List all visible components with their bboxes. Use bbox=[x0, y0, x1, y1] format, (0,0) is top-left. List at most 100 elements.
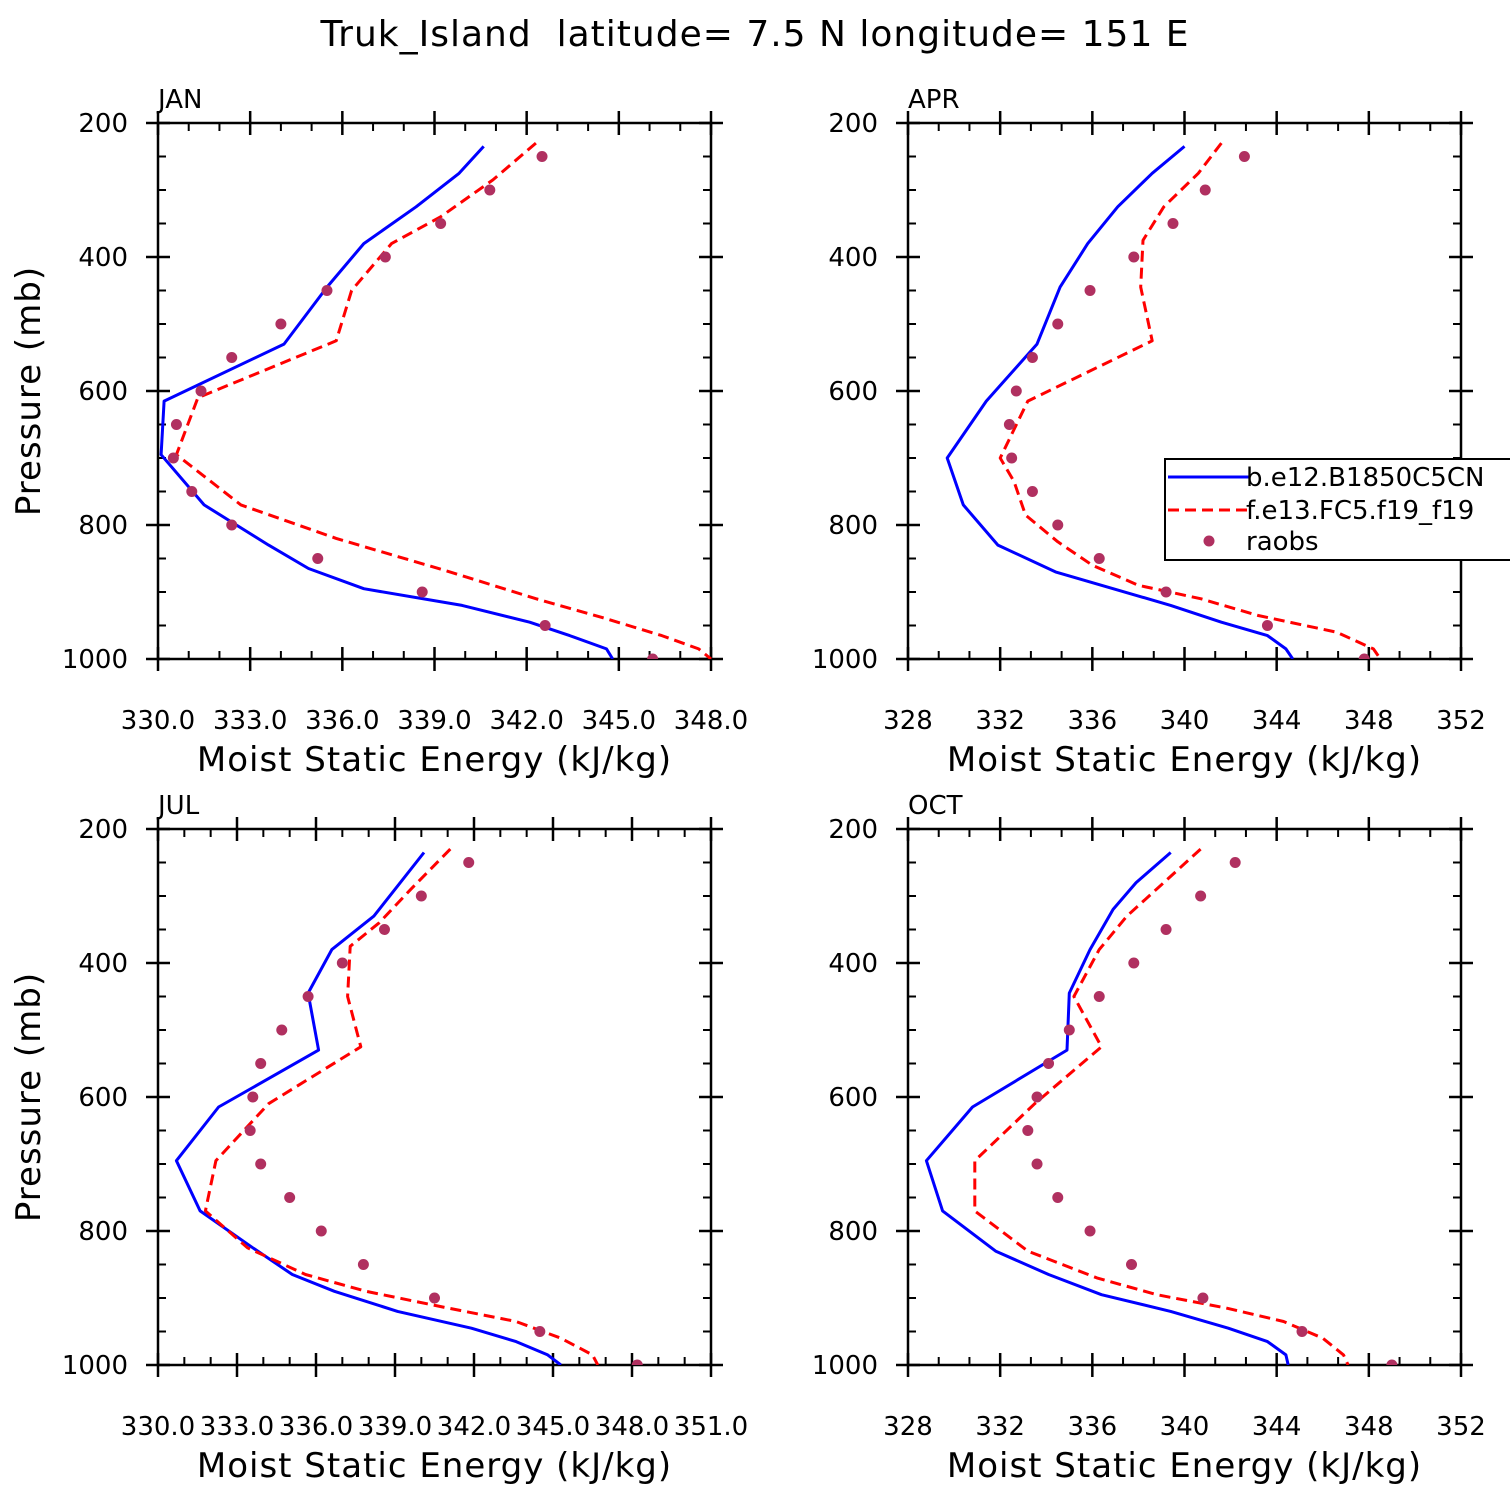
raobs-point bbox=[539, 620, 551, 631]
y-tick-label: 400 bbox=[78, 243, 128, 273]
raobs-point bbox=[1199, 184, 1211, 196]
raobs-point bbox=[1026, 486, 1038, 497]
panel-label: OCT bbox=[908, 791, 963, 821]
x-axis-label: Moist Static Energy (kJ/kg) bbox=[197, 740, 672, 780]
raobs-point bbox=[1197, 1292, 1209, 1304]
panel-label: APR bbox=[908, 85, 960, 115]
model-dashed-line-1 bbox=[998, 142, 1382, 659]
x-tick-label: 344 bbox=[1252, 706, 1302, 736]
raobs-point bbox=[536, 151, 548, 162]
raobs-point bbox=[631, 1359, 643, 1365]
y-tick-label: 200 bbox=[828, 815, 878, 845]
raobs-point bbox=[321, 285, 333, 296]
y-tick-label: 1000 bbox=[62, 1351, 128, 1381]
series-group bbox=[174, 848, 643, 1365]
raobs-point bbox=[336, 957, 348, 969]
raobs-point bbox=[302, 991, 314, 1002]
x-tick-label: 348 bbox=[1344, 706, 1394, 736]
legend-label: f.e13.FC5.f19_f19 bbox=[1246, 496, 1474, 526]
x-axis-label: Moist Static Energy (kJ/kg) bbox=[947, 1446, 1422, 1486]
raobs-point bbox=[1003, 419, 1015, 430]
raobs-point bbox=[1022, 1125, 1034, 1136]
raobs-point bbox=[1128, 251, 1140, 263]
raobs-point bbox=[1126, 1259, 1138, 1270]
chart-panel-jul: 200 400 600 800 1000 330.0 333.0 336.0 339.0 342.… bbox=[9, 791, 748, 1486]
raobs-point bbox=[534, 1326, 546, 1337]
x-tick-label: 351.0 bbox=[674, 1412, 748, 1442]
x-tick-label: 328 bbox=[883, 706, 933, 736]
raobs-point bbox=[315, 1225, 327, 1237]
raobs-point bbox=[1026, 352, 1038, 363]
plot-frame bbox=[156, 121, 713, 661]
raobs-point bbox=[357, 1259, 369, 1270]
raobs-point bbox=[275, 318, 287, 330]
legend-label: raobs bbox=[1246, 527, 1319, 557]
y-tick-label: 800 bbox=[828, 1217, 878, 1247]
raobs-point bbox=[1084, 285, 1096, 296]
y-tick-label: 400 bbox=[78, 949, 128, 979]
y-tick-label: 800 bbox=[78, 1217, 128, 1247]
model-line-0 bbox=[174, 851, 562, 1365]
y-tick-label: 1000 bbox=[812, 1351, 878, 1381]
raobs-point bbox=[378, 924, 390, 935]
raobs-point bbox=[226, 519, 238, 531]
raobs-point bbox=[276, 1024, 288, 1036]
y-tick-label: 600 bbox=[78, 1083, 128, 1113]
x-tick-label: 340 bbox=[1160, 706, 1210, 736]
y-tick-label: 800 bbox=[828, 511, 878, 541]
raobs-point bbox=[255, 1158, 267, 1170]
raobs-point bbox=[1010, 385, 1022, 397]
raobs-point bbox=[247, 1091, 259, 1103]
model-dashed-line-1 bbox=[174, 141, 712, 659]
y-axis-label: Pressure (mb) bbox=[9, 266, 49, 516]
y-tick-label: 1000 bbox=[812, 645, 878, 675]
y-tick-label: 600 bbox=[78, 377, 128, 407]
y-tick-label: 400 bbox=[828, 243, 878, 273]
raobs-point bbox=[429, 1292, 440, 1304]
raobs-point bbox=[1006, 452, 1018, 464]
x-tick-label: 332 bbox=[975, 1412, 1025, 1442]
raobs-point bbox=[167, 452, 179, 464]
x-axis-label: Moist Static Energy (kJ/kg) bbox=[197, 1446, 672, 1486]
chart-panel-apr: 200 400 600 800 1000 328 332 336 340 344 348 352 APR… bbox=[812, 85, 1486, 780]
y-tick-label: 200 bbox=[78, 815, 128, 845]
raobs-point bbox=[1052, 1192, 1064, 1203]
model-line-0 bbox=[924, 851, 1290, 1365]
x-tick-label: 339.0 bbox=[397, 706, 471, 736]
raobs-point bbox=[1052, 318, 1064, 330]
y-tick-label: 600 bbox=[828, 377, 878, 407]
series-group bbox=[945, 142, 1382, 659]
model-line-0 bbox=[159, 145, 614, 659]
y-tick-label: 400 bbox=[828, 949, 878, 979]
raobs-point bbox=[195, 385, 207, 397]
raobs-point bbox=[1167, 218, 1179, 229]
x-tick-label: 333.0 bbox=[200, 1412, 274, 1442]
raobs-point bbox=[312, 553, 324, 564]
plot-frame bbox=[156, 827, 713, 1367]
raobs-point bbox=[1229, 857, 1241, 868]
model-dashed-line-1 bbox=[203, 848, 600, 1365]
raobs-point bbox=[1052, 519, 1064, 531]
raobs-point bbox=[1031, 1158, 1043, 1170]
x-tick-label: 330.0 bbox=[121, 706, 195, 736]
panel-label: JUL bbox=[156, 791, 200, 821]
raobs-point bbox=[647, 653, 659, 659]
raobs-point bbox=[463, 857, 475, 868]
figure-title: Truk_Island latitude= 7.5 N longitude= 1… bbox=[319, 14, 1189, 55]
raobs-point bbox=[1296, 1326, 1308, 1337]
raobs-point bbox=[1093, 991, 1105, 1002]
y-axis-label: Pressure (mb) bbox=[9, 972, 49, 1222]
raobs-point bbox=[255, 1058, 267, 1069]
x-tick-label: 336 bbox=[1068, 706, 1118, 736]
x-tick-label: 333.0 bbox=[213, 706, 287, 736]
raobs-point bbox=[1386, 1359, 1398, 1365]
raobs-point bbox=[1063, 1024, 1075, 1036]
x-tick-label: 342.0 bbox=[489, 706, 563, 736]
raobs-point bbox=[415, 890, 427, 902]
y-tick-label: 200 bbox=[828, 109, 878, 139]
panel-label: JAN bbox=[156, 85, 202, 115]
raobs-point bbox=[170, 419, 182, 430]
x-tick-label: 332 bbox=[975, 706, 1025, 736]
raobs-point bbox=[379, 251, 391, 263]
